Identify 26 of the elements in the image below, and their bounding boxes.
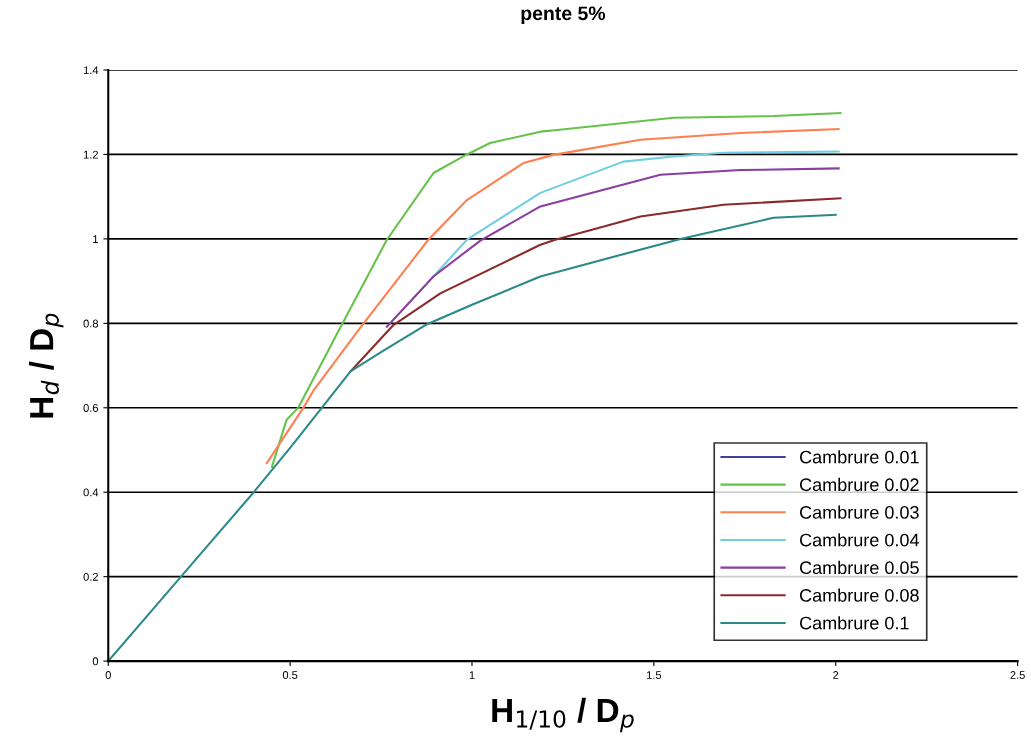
line-series [385,167,840,328]
y-tick-label: 0.2 [83,572,98,581]
y-tick-label: 0.4 [83,488,99,497]
y-tick-label: 1 [93,235,98,243]
y-axis-title: H$_{d}$ / D$_{p}$ [28,313,64,418]
legend-label: Cambrure 0.01 [800,450,919,464]
y-tick-label: 0.8 [83,319,99,328]
x-axis-title: H$_{1/10}$ / D$_{p}$ [492,697,634,733]
x-tick-label: 2.5 [1010,671,1025,679]
x-tick-label: 1 [469,671,475,679]
x-tick-label: 0.5 [282,671,298,679]
y-tick-label: 1.2 [83,150,98,159]
legend-label: Cambrure 0.04 [800,533,919,547]
chart-title: pente 5% [521,6,606,25]
y-tick-label: 1.4 [83,66,99,75]
x-tick-label: 1.5 [646,671,662,679]
legend-label: Cambrure 0.05 [800,560,919,575]
y-tick-label: 0.6 [83,404,99,412]
legend-label: Cambrure 0.03 [800,505,919,519]
legend-label: Cambrure 0.08 [800,588,919,602]
x-tick-label: 0 [105,671,111,679]
legend-label: Cambrure 0.1 [800,616,909,630]
line-series [349,197,842,373]
y-tick-label: 0 [92,657,99,666]
legend-label: Cambrure 0.02 [800,477,919,492]
x-tick-label: 2 [833,671,839,679]
